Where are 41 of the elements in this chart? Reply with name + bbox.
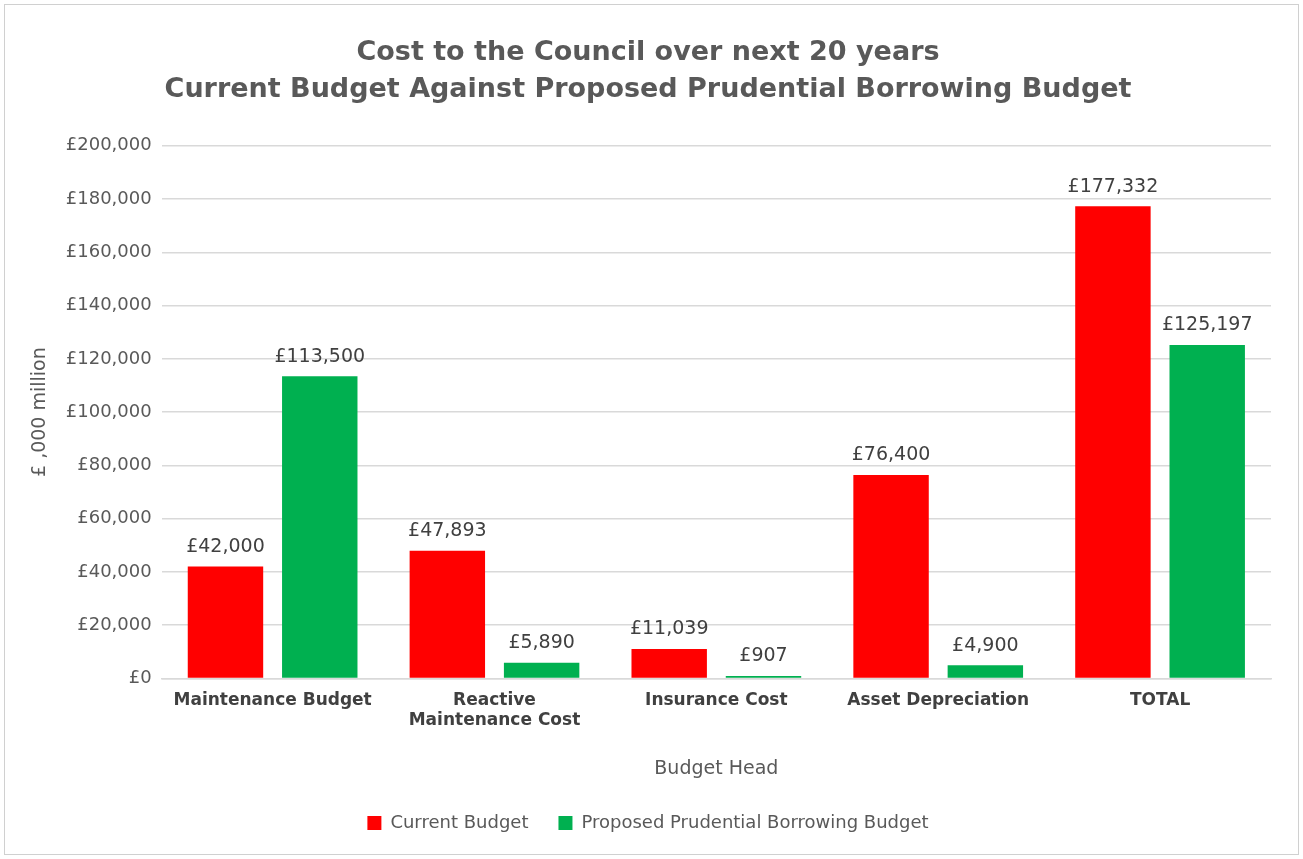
y-tick-label: £0 <box>128 666 152 688</box>
chart-title: Cost to the Council over next 20 years <box>356 35 940 67</box>
legend-label: Proposed Prudential Borrowing Budget <box>581 810 929 832</box>
data-label: £76,400 <box>851 442 931 465</box>
y-tick-label: £200,000 <box>65 133 152 155</box>
y-tick-label: £80,000 <box>77 453 152 475</box>
y-tick-label: £160,000 <box>65 239 152 261</box>
data-label: £907 <box>739 643 788 666</box>
y-tick-label: £180,000 <box>65 186 152 208</box>
data-label: £4,900 <box>952 632 1019 655</box>
data-label: £177,332 <box>1067 173 1159 196</box>
x-tick-label: Asset Depreciation <box>847 689 1030 710</box>
data-label: £125,197 <box>1161 312 1253 335</box>
x-tick-label: Maintenance Budget <box>173 689 372 710</box>
y-tick-label: £40,000 <box>77 559 152 581</box>
y-tick-label: £100,000 <box>65 399 152 421</box>
x-tick-label: TOTAL <box>1129 689 1191 710</box>
bar <box>503 662 580 678</box>
chart-subtitle: Current Budget Against Proposed Prudential Borrowing Budget <box>164 71 1132 103</box>
x-tick-label: Reactive Maintenance Cost <box>408 689 581 730</box>
bar <box>409 550 486 678</box>
data-label: £5,890 <box>508 630 575 653</box>
y-tick-label: £20,000 <box>77 612 152 634</box>
data-label: £113,500 <box>274 343 366 366</box>
data-label: £47,893 <box>408 518 487 541</box>
x-axis-title: Budget Head <box>654 755 779 778</box>
bar <box>947 665 1024 678</box>
bar <box>853 474 929 678</box>
data-label: £11,039 <box>629 616 709 639</box>
y-tick-label: £60,000 <box>77 506 152 528</box>
bar <box>187 566 264 678</box>
bar <box>631 649 707 678</box>
bar <box>1169 345 1245 678</box>
bar <box>1075 206 1151 678</box>
data-label: £42,000 <box>186 533 265 556</box>
y-tick-label: £120,000 <box>65 346 152 368</box>
x-tick-label: Insurance Cost <box>645 689 788 710</box>
bar <box>282 376 358 678</box>
legend-label: Current Budget <box>390 810 529 832</box>
y-tick-label: £140,000 <box>65 293 152 315</box>
y-axis-title: £ ,000 million <box>27 347 50 477</box>
